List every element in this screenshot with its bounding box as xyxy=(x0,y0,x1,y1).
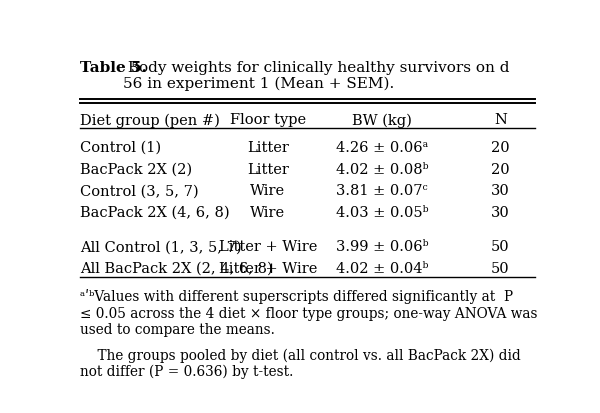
Text: BW (kg): BW (kg) xyxy=(352,113,412,128)
Text: N: N xyxy=(494,113,507,127)
Text: BacPack 2X (2): BacPack 2X (2) xyxy=(80,163,192,177)
Text: Control (1): Control (1) xyxy=(80,141,161,155)
Text: All Control (1, 3, 5, 7): All Control (1, 3, 5, 7) xyxy=(80,240,241,254)
Text: Table 5.: Table 5. xyxy=(80,61,146,75)
Text: All BacPack 2X (2, 4, 6, 8): All BacPack 2X (2, 4, 6, 8) xyxy=(80,262,272,276)
Text: 20: 20 xyxy=(491,163,510,177)
Text: Litter: Litter xyxy=(247,141,289,155)
Text: 4.26 ± 0.06ᵃ: 4.26 ± 0.06ᵃ xyxy=(336,141,428,155)
Text: 50: 50 xyxy=(491,262,510,276)
Text: 4.02 ± 0.08ᵇ: 4.02 ± 0.08ᵇ xyxy=(335,163,428,177)
Text: 20: 20 xyxy=(491,141,510,155)
Text: Diet group (pen #): Diet group (pen #) xyxy=(80,113,220,128)
Text: 3.99 ± 0.06ᵇ: 3.99 ± 0.06ᵇ xyxy=(335,240,428,254)
Text: Floor type: Floor type xyxy=(230,113,306,127)
Text: 30: 30 xyxy=(491,184,510,198)
Text: Body weights for clinically healthy survivors on d
56 in experiment 1 (Mean + SE: Body weights for clinically healthy surv… xyxy=(123,61,509,91)
Text: ᵃʹᵇValues with different superscripts differed significantly at  P
≤ 0.05 across: ᵃʹᵇValues with different superscripts di… xyxy=(80,290,537,337)
Text: 30: 30 xyxy=(491,206,510,220)
Text: Litter + Wire: Litter + Wire xyxy=(219,262,317,276)
Text: Litter + Wire: Litter + Wire xyxy=(219,240,317,254)
Text: 50: 50 xyxy=(491,240,510,254)
Text: 3.81 ± 0.07ᶜ: 3.81 ± 0.07ᶜ xyxy=(336,184,428,198)
Text: Wire: Wire xyxy=(250,206,286,220)
Text: BacPack 2X (4, 6, 8): BacPack 2X (4, 6, 8) xyxy=(80,206,229,220)
Text: 4.02 ± 0.04ᵇ: 4.02 ± 0.04ᵇ xyxy=(336,262,428,276)
Text: Litter: Litter xyxy=(247,163,289,177)
Text: The groups pooled by diet (all control vs. all BacPack 2X) did
not differ (P = 0: The groups pooled by diet (all control v… xyxy=(80,348,520,379)
Text: Control (3, 5, 7): Control (3, 5, 7) xyxy=(80,184,198,198)
Text: 4.03 ± 0.05ᵇ: 4.03 ± 0.05ᵇ xyxy=(335,206,428,220)
Text: Wire: Wire xyxy=(250,184,286,198)
